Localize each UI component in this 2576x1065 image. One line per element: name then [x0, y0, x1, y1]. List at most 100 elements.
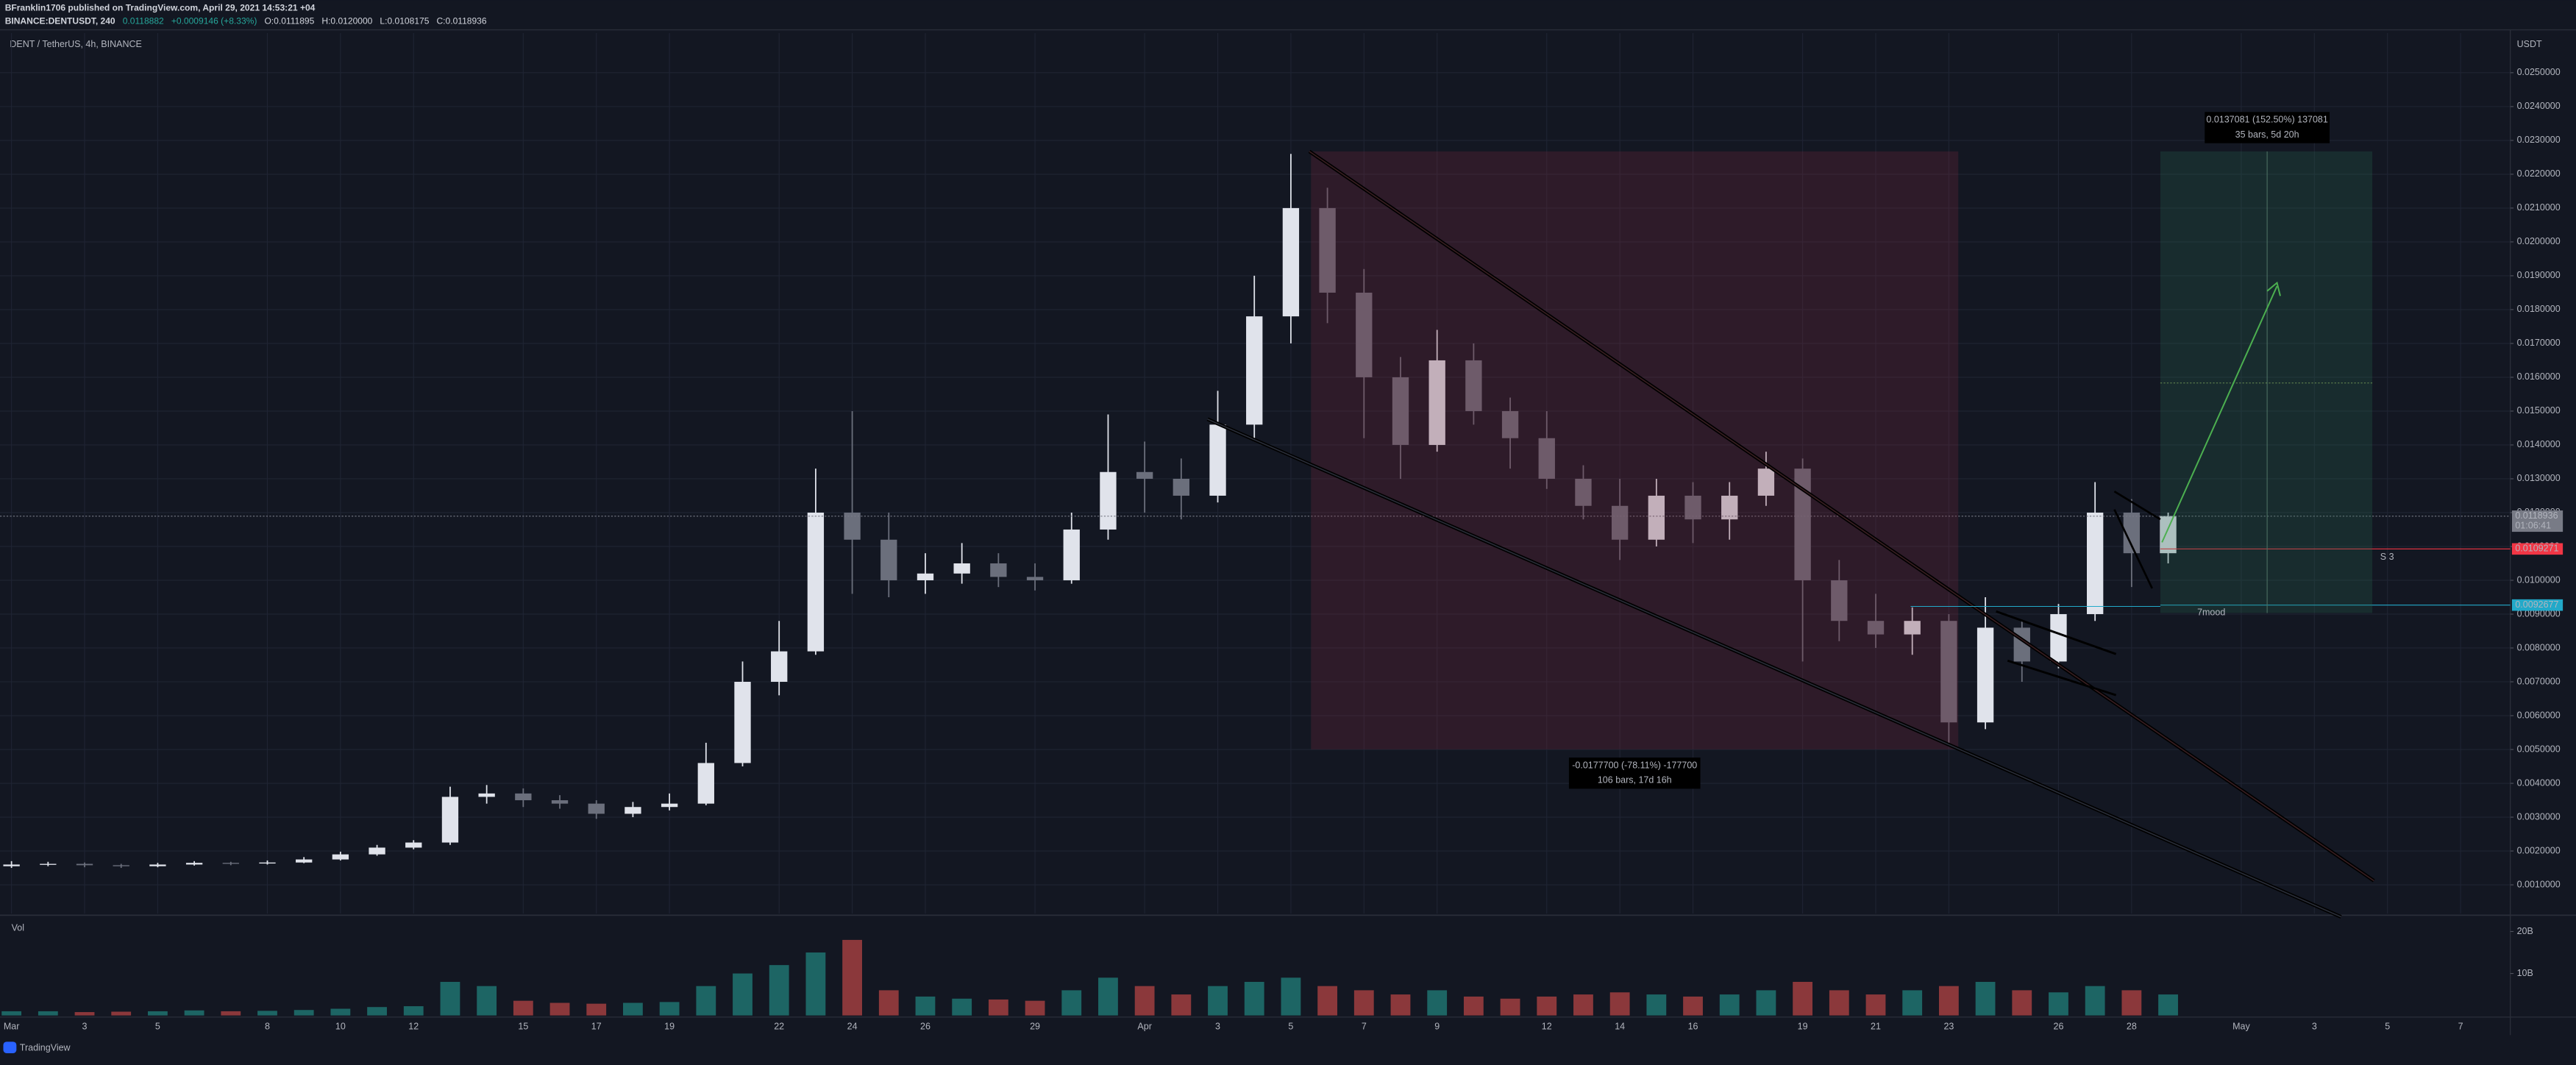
volume-bar: [1500, 998, 1520, 1016]
drop-range-box: [1311, 151, 1959, 749]
volume-bar: [696, 986, 716, 1016]
candle-body: [1611, 505, 1629, 540]
volume-bar: [805, 952, 826, 1016]
target-arrow: [2161, 285, 2278, 543]
footer-brand: TradingView: [20, 1043, 71, 1053]
volume-bar: [477, 986, 497, 1016]
candle-body: [515, 793, 532, 801]
y-tick-label: 0.0040000: [2517, 777, 2561, 788]
trend-line: [1207, 418, 2341, 918]
volume-bar: [1865, 994, 1886, 1016]
candle-body: [1428, 360, 1445, 445]
candle-body: [551, 800, 569, 804]
candle-body: [2086, 512, 2104, 614]
volume-bar: [2121, 990, 2142, 1016]
candle-body: [1575, 478, 1592, 506]
logo: [3, 1041, 17, 1053]
candle-body: [1319, 207, 1336, 293]
volume-bar: [733, 973, 752, 1016]
x-tick-label: 21: [1871, 1022, 1881, 1032]
volume-bar: [549, 1002, 570, 1016]
x-tick-label: 26: [920, 1022, 931, 1032]
volume-bar: [2049, 992, 2068, 1016]
candle-body: [1392, 377, 1409, 445]
x-tick-label: 3: [2312, 1022, 2317, 1032]
candle-body: [296, 859, 313, 863]
candle-body: [478, 793, 495, 797]
x-tick-label: 5: [155, 1022, 160, 1032]
y-tick-label: 0.0080000: [2517, 642, 2561, 652]
price-label: 0.0109271: [2515, 544, 2558, 554]
volume-bar: [1317, 986, 1338, 1016]
chart-title: DENT / TetherUS, 4h, BINANCE: [10, 39, 141, 49]
s3-label: S 3: [2380, 552, 2394, 562]
volume-bar: [1793, 981, 1813, 1016]
volume-bar: [2158, 994, 2178, 1016]
candle-body: [880, 539, 897, 580]
drop-label-box: [1568, 757, 1701, 789]
volume-bar: [586, 1003, 607, 1016]
candle-body: [1648, 495, 1665, 540]
flag-line: [2113, 491, 2161, 521]
volume-bar: [1463, 996, 1484, 1016]
volume-bar: [38, 1011, 58, 1016]
candle-body: [1173, 478, 1189, 496]
y-tick-label: 0.0050000: [2517, 744, 2561, 754]
volume-bar: [1829, 990, 1849, 1016]
y-tick-label: 0.0060000: [2517, 710, 2561, 720]
y-tick-label: 0.0160000: [2517, 371, 2561, 382]
x-tick-label: 15: [518, 1022, 528, 1032]
last-price: 0.0118882: [123, 16, 164, 26]
volume-bar: [878, 990, 899, 1016]
y-tick-label: 0.0100000: [2517, 574, 2561, 585]
flag-line: [2007, 659, 2117, 697]
rise-bars-label: 35 bars, 5d 20h: [2235, 129, 2299, 140]
volume-bar: [2012, 990, 2032, 1016]
candle-body: [588, 803, 605, 814]
y-tick-label: 0.0190000: [2517, 270, 2561, 280]
x-tick-label: 24: [847, 1022, 858, 1032]
volume-bar: [1902, 990, 1923, 1016]
candle-body: [953, 563, 970, 574]
price-change: +0.0009146 (+8.33%): [171, 16, 257, 26]
volume-bar: [1208, 986, 1228, 1016]
y-tick-label: 0.0250000: [2517, 67, 2561, 77]
drop-bars-label: 106 bars, 17d 16h: [1598, 775, 1672, 786]
candle-body: [2050, 613, 2067, 662]
x-tick-label: 28: [2127, 1022, 2137, 1032]
volume-bar: [1390, 994, 1411, 1016]
x-tick-label: 5: [1288, 1022, 1293, 1032]
candle-body: [1465, 360, 1482, 411]
candle-body: [3, 864, 20, 866]
candle-body: [990, 563, 1007, 577]
candle-body: [1282, 207, 1300, 317]
volume-bar: [915, 996, 936, 1016]
volume-bar: [403, 1006, 424, 1016]
x-tick-label: May: [2232, 1022, 2250, 1032]
axis-unit: USDT: [2517, 39, 2542, 49]
x-tick-label: 12: [1542, 1022, 1552, 1032]
volume-bar: [2085, 986, 2105, 1016]
x-tick-label: 14: [1615, 1022, 1625, 1032]
volume-bar: [1683, 996, 1703, 1016]
rise-range-box: [2160, 151, 2373, 613]
volume-bar: [111, 1011, 132, 1016]
volume-bar: [221, 1011, 241, 1016]
volume-bar: [842, 939, 862, 1016]
x-tick-label: 12: [408, 1022, 419, 1032]
y-tick-label: 0.0150000: [2517, 405, 2561, 416]
candle-body: [1026, 577, 1044, 580]
candle-body: [1246, 316, 1263, 425]
price-label: 0.0118936: [2515, 510, 2558, 521]
candle-body: [917, 573, 934, 580]
mood-label: 7mood: [2197, 608, 2225, 618]
trend-line: [1309, 151, 2374, 882]
candle-body: [1063, 529, 1080, 580]
publisher-line: BFranklin1706 published on TradingView.c…: [5, 3, 316, 13]
x-tick-label: 16: [1688, 1022, 1698, 1032]
volume-bar: [367, 1007, 387, 1016]
volume-bar: [74, 1012, 95, 1016]
drop-range-label: -0.0177700 (-78.11%) -177700: [1572, 760, 1697, 770]
